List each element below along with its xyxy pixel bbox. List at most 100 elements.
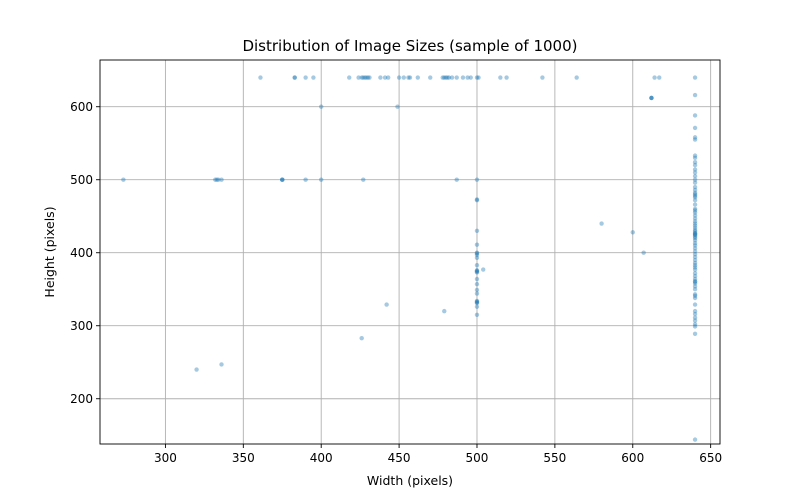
scatter-point bbox=[692, 137, 698, 142]
chart-title: Distribution of Image Sizes (sample of 1… bbox=[242, 37, 577, 55]
scatter-point bbox=[474, 300, 480, 305]
scatter-point bbox=[361, 75, 366, 80]
scatter-point bbox=[468, 75, 473, 80]
scatter-point bbox=[692, 195, 698, 200]
scatter-point bbox=[385, 75, 391, 80]
scatter-point bbox=[319, 104, 324, 109]
scatter-point bbox=[692, 232, 698, 237]
scatter-point bbox=[474, 177, 480, 182]
y-axis: 200 300 400 500 600 bbox=[70, 100, 100, 406]
scatter-point bbox=[280, 177, 285, 182]
grid bbox=[100, 60, 720, 444]
scatter-point bbox=[649, 95, 654, 101]
scatter-point bbox=[692, 279, 698, 284]
scatter-point bbox=[692, 193, 698, 198]
scatter-point bbox=[454, 75, 459, 80]
scatter-point bbox=[428, 75, 433, 80]
scatter-point bbox=[692, 231, 698, 236]
data-points bbox=[121, 75, 698, 442]
scatter-point bbox=[692, 265, 698, 270]
scatter-point bbox=[574, 75, 579, 80]
x-tick-label: 400 bbox=[310, 451, 333, 465]
scatter-point bbox=[692, 213, 698, 218]
x-tick-label: 600 bbox=[621, 451, 644, 465]
scatter-point bbox=[474, 299, 480, 304]
scatter-point bbox=[692, 292, 698, 297]
scatter-point bbox=[692, 295, 698, 301]
scatter-point bbox=[474, 269, 480, 274]
scatter-point bbox=[692, 173, 698, 179]
scatter-point bbox=[504, 75, 509, 80]
scatter-point bbox=[460, 75, 466, 80]
x-tick-label: 350 bbox=[232, 451, 255, 465]
scatter-point bbox=[599, 221, 604, 226]
scatter-point bbox=[311, 75, 316, 80]
scatter-point bbox=[365, 75, 371, 80]
scatter-point bbox=[692, 75, 698, 80]
scatter-point bbox=[692, 184, 698, 190]
scatter-point bbox=[384, 302, 389, 307]
scatter-point bbox=[292, 75, 297, 80]
scatter-point bbox=[692, 241, 698, 246]
scatter-point bbox=[692, 238, 698, 243]
scatter-point bbox=[213, 177, 218, 182]
scatter-point bbox=[692, 216, 698, 221]
scatter-point bbox=[692, 233, 698, 238]
scatter-point bbox=[476, 75, 481, 80]
scatter-point bbox=[214, 177, 220, 182]
scatter-point bbox=[474, 250, 480, 255]
scatter-point bbox=[280, 177, 285, 182]
scatter-point bbox=[692, 180, 698, 185]
scatter-point bbox=[443, 75, 449, 80]
scatter-point bbox=[474, 287, 480, 293]
scatter-point bbox=[474, 251, 480, 256]
scatter-point bbox=[359, 75, 364, 80]
scatter-point bbox=[692, 257, 698, 263]
scatter-point bbox=[692, 315, 698, 320]
scatter-point bbox=[356, 75, 361, 80]
scatter-point bbox=[692, 190, 698, 196]
scatter-point bbox=[692, 260, 698, 266]
scatter-point bbox=[406, 75, 411, 80]
scatter-point bbox=[692, 437, 698, 442]
scatter-point bbox=[692, 219, 698, 224]
scatter-point bbox=[692, 273, 698, 279]
scatter-point bbox=[303, 177, 308, 182]
scatter-point bbox=[303, 75, 308, 80]
x-axis: 300 350 400 450 500 550 600 650 bbox=[154, 444, 722, 465]
x-tick-label: 450 bbox=[388, 451, 411, 465]
scatter-point bbox=[258, 75, 263, 80]
scatter-point bbox=[465, 75, 470, 80]
scatter-point bbox=[692, 281, 698, 286]
scatter-point bbox=[692, 197, 698, 203]
scatter-point bbox=[692, 270, 698, 276]
scatter-point bbox=[652, 75, 657, 80]
scatter-point bbox=[474, 228, 480, 234]
scatter-point bbox=[382, 75, 388, 80]
plot-frame bbox=[99, 59, 721, 445]
scatter-point bbox=[692, 331, 698, 336]
scatter-point bbox=[630, 230, 635, 235]
scatter-point bbox=[445, 75, 450, 80]
scatter-point bbox=[446, 75, 452, 80]
x-tick-label: 300 bbox=[154, 451, 177, 465]
scatter-point bbox=[474, 298, 480, 304]
scatter-point bbox=[474, 281, 480, 287]
scatter-point bbox=[442, 75, 447, 80]
scatter-point bbox=[474, 268, 480, 273]
scatter-point bbox=[474, 242, 480, 247]
scatter-point bbox=[692, 113, 698, 118]
scatter-point bbox=[362, 75, 368, 80]
scatter-point bbox=[692, 225, 698, 231]
scatter-point bbox=[692, 223, 698, 228]
scatter-point bbox=[692, 227, 698, 233]
scatter-point bbox=[367, 75, 372, 80]
scatter-point bbox=[359, 335, 364, 341]
x-tick-label: 650 bbox=[699, 451, 722, 465]
scatter-point bbox=[474, 197, 480, 202]
scatter-point bbox=[692, 206, 698, 212]
scatter-point bbox=[692, 208, 698, 213]
scatter-point bbox=[692, 177, 698, 182]
scatter-point bbox=[474, 312, 480, 317]
scatter-point bbox=[474, 276, 480, 282]
